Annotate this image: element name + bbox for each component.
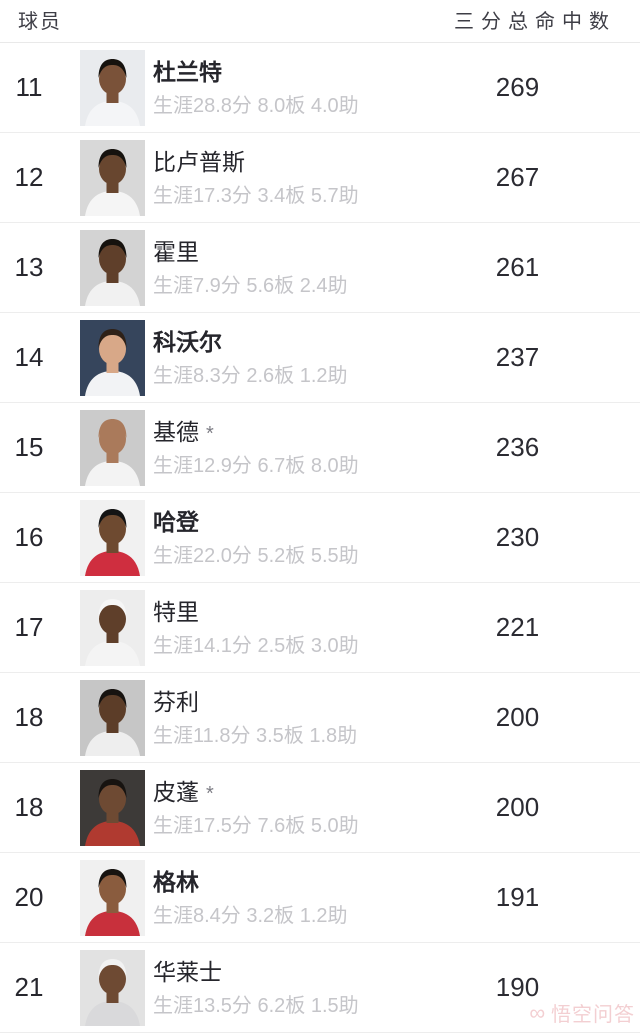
career-stats: 生涯7.9分 5.6板 2.4助 (153, 274, 348, 297)
player-headshot-silhouette (80, 139, 145, 216)
player-name: 哈登 (153, 508, 199, 535)
rank: 12 (14, 162, 44, 192)
table-header: 球员 三分总命中数 (0, 0, 640, 43)
rank: 11 (15, 72, 43, 102)
player-info: 基德 * 生涯12.9分 6.7板 8.0助 (153, 418, 359, 478)
player-row[interactable]: 18 皮蓬 * 生涯17.5分 7.6板 5.0助 200 (0, 763, 640, 853)
player-headshot-silhouette (80, 409, 145, 486)
career-stats: 生涯22.0分 5.2板 5.5助 (153, 544, 359, 567)
rank: 15 (14, 432, 44, 462)
player-name: 杜兰特 (153, 58, 222, 85)
threes-made-value: 230 (495, 522, 540, 552)
player-name: 特里 (153, 598, 199, 625)
player-row[interactable]: 16 哈登 生涯22.0分 5.2板 5.5助 230 (0, 493, 640, 583)
career-stats: 生涯8.3分 2.6板 1.2助 (153, 364, 348, 387)
rank: 16 (14, 522, 44, 552)
player-row[interactable]: 18 芬利 生涯11.8分 3.5板 1.8助 200 (0, 673, 640, 763)
column-header-player: 球员 (18, 10, 62, 33)
player-row[interactable]: 11 杜兰特 生涯28.8分 8.0板 4.0助 269 (0, 43, 640, 133)
player-name: 比卢普斯 (153, 148, 245, 175)
player-photo (80, 139, 145, 216)
hof-asterisk: * (206, 422, 214, 445)
player-info: 格林 生涯8.4分 3.2板 1.2助 (153, 868, 348, 928)
player-row[interactable]: 14 科沃尔 生涯8.3分 2.6板 1.2助 237 (0, 313, 640, 403)
player-name: 基德 (153, 418, 199, 445)
threes-made-value: 236 (495, 432, 540, 462)
player-name: 皮蓬 (153, 778, 199, 805)
rank: 21 (14, 972, 44, 1002)
player-photo (80, 859, 145, 936)
player-photo (80, 49, 145, 126)
player-headshot-silhouette (80, 49, 145, 126)
player-headshot-silhouette (80, 229, 145, 306)
threes-made-value: 190 (495, 972, 540, 1002)
player-headshot-silhouette (80, 679, 145, 756)
threes-made-value: 269 (495, 72, 540, 102)
career-stats: 生涯17.5分 7.6板 5.0助 (153, 814, 359, 837)
hof-asterisk: * (206, 782, 214, 805)
player-info: 芬利 生涯11.8分 3.5板 1.8助 (153, 688, 357, 748)
threes-made-value: 237 (495, 342, 540, 372)
career-stats: 生涯14.1分 2.5板 3.0助 (153, 634, 359, 657)
career-stats: 生涯17.3分 3.4板 5.7助 (153, 184, 359, 207)
player-headshot-silhouette (80, 769, 145, 846)
player-photo (80, 319, 145, 396)
player-photo (80, 499, 145, 576)
player-info: 皮蓬 * 生涯17.5分 7.6板 5.0助 (153, 778, 359, 838)
career-stats: 生涯12.9分 6.7板 8.0助 (153, 454, 359, 477)
player-row[interactable]: 20 格林 生涯8.4分 3.2板 1.2助 191 (0, 853, 640, 943)
player-name: 格林 (153, 868, 199, 895)
infinity-logo-icon: ∞ (529, 999, 546, 1025)
threes-made-value: 261 (495, 252, 540, 282)
player-info: 华莱士 生涯13.5分 6.2板 1.5助 (153, 958, 359, 1018)
player-info: 霍里 生涯7.9分 5.6板 2.4助 (153, 238, 348, 298)
player-row[interactable]: 15 基德 * 生涯12.9分 6.7板 8.0助 236 (0, 403, 640, 493)
player-photo (80, 769, 145, 846)
rank: 20 (14, 882, 44, 912)
player-info: 科沃尔 生涯8.3分 2.6板 1.2助 (153, 328, 348, 388)
wukong-qa-watermark: ∞ 悟空问答 (529, 998, 635, 1027)
player-photo (80, 679, 145, 756)
threes-made-value: 267 (495, 162, 540, 192)
threes-made-value: 200 (495, 702, 540, 732)
player-photo (80, 589, 145, 666)
player-photo (80, 229, 145, 306)
player-name: 芬利 (153, 688, 199, 715)
player-row[interactable]: 17 特里 生涯14.1分 2.5板 3.0助 221 (0, 583, 640, 673)
player-row[interactable]: 13 霍里 生涯7.9分 5.6板 2.4助 261 (0, 223, 640, 313)
column-header-threes-made: 三分总命中数 (454, 10, 616, 33)
player-headshot-silhouette (80, 949, 145, 1026)
player-photo (80, 409, 145, 486)
threes-made-value: 200 (495, 792, 540, 822)
rank: 18 (14, 702, 44, 732)
player-name: 科沃尔 (153, 328, 222, 355)
career-stats: 生涯13.5分 6.2板 1.5助 (153, 994, 359, 1017)
rank: 13 (14, 252, 44, 282)
player-headshot-silhouette (80, 589, 145, 666)
career-stats: 生涯11.8分 3.5板 1.8助 (153, 724, 358, 747)
player-headshot-silhouette (80, 319, 145, 396)
player-info: 比卢普斯 生涯17.3分 3.4板 5.7助 (153, 148, 359, 208)
player-info: 哈登 生涯22.0分 5.2板 5.5助 (153, 508, 359, 568)
career-stats: 生涯8.4分 3.2板 1.2助 (153, 904, 348, 927)
threes-made-value: 191 (495, 882, 540, 912)
player-info: 杜兰特 生涯28.8分 8.0板 4.0助 (153, 58, 359, 118)
career-stats: 生涯28.8分 8.0板 4.0助 (153, 94, 359, 117)
rank: 14 (14, 342, 44, 372)
player-row[interactable]: 12 比卢普斯 生涯17.3分 3.4板 5.7助 267 (0, 133, 640, 223)
player-row[interactable]: 21 华莱士 生涯13.5分 6.2板 1.5助 190 (0, 943, 640, 1033)
player-name: 霍里 (153, 238, 199, 265)
player-headshot-silhouette (80, 499, 145, 576)
player-photo (80, 949, 145, 1026)
rank: 18 (14, 792, 44, 822)
player-info: 特里 生涯14.1分 2.5板 3.0助 (153, 598, 359, 658)
watermark-text: 悟空问答 (551, 1004, 635, 1026)
player-name: 华莱士 (153, 958, 222, 985)
threes-made-value: 221 (495, 612, 540, 642)
player-headshot-silhouette (80, 859, 145, 936)
rank: 17 (14, 612, 44, 642)
